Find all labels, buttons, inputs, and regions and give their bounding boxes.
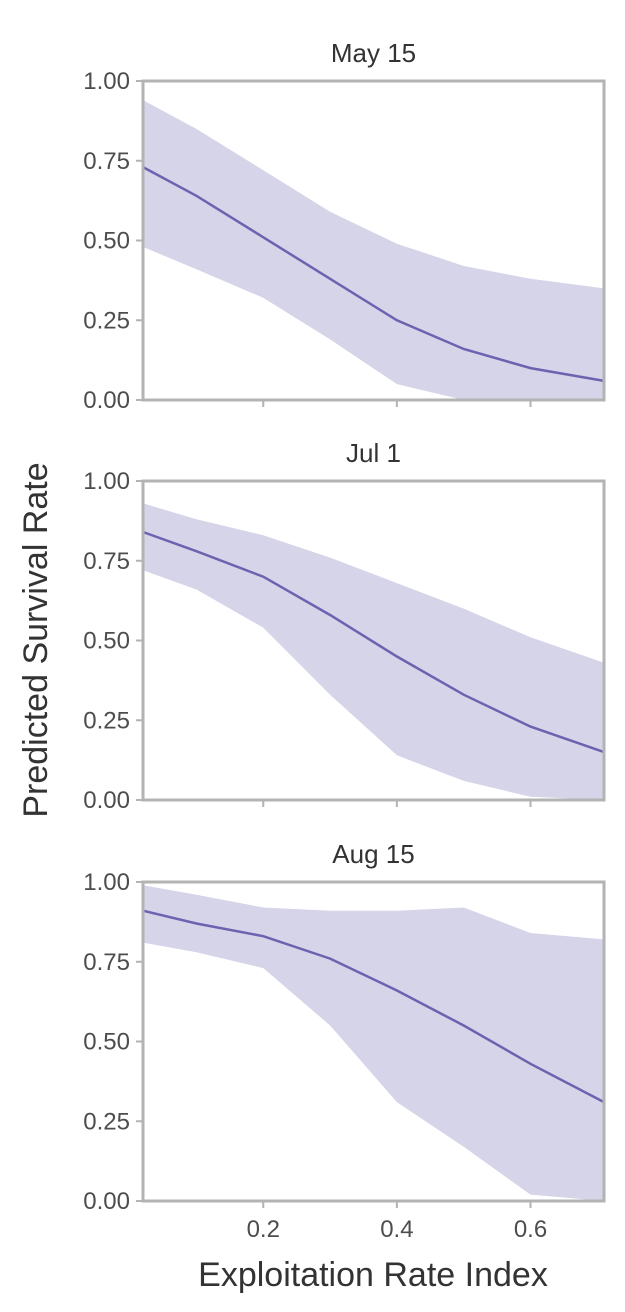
y-tick-label: 1.00 xyxy=(83,468,130,495)
y-tick-label: 0.50 xyxy=(83,228,130,255)
y-tick-label: 1.00 xyxy=(83,68,130,95)
panel-title: Aug 15 xyxy=(332,839,414,869)
y-tick-label: 0.00 xyxy=(83,387,130,414)
panel-title: Jul 1 xyxy=(346,438,401,468)
panel-2: Aug 15 0.00 0.25 0.50 0.75 1.00 0.2 0.4 0.6 xyxy=(83,839,606,1243)
mean-line xyxy=(142,165,605,383)
confidence-band xyxy=(143,885,604,1201)
y-tick-label: 0.25 xyxy=(83,1108,130,1135)
y-tick-label: 0.75 xyxy=(83,548,130,575)
y-tick-label: 0.50 xyxy=(83,628,130,655)
y-tick-label: 0.00 xyxy=(83,787,130,814)
mean-line xyxy=(142,530,605,754)
y-axis-title: Predicted Survival Rate xyxy=(17,462,55,817)
panel-title: May 15 xyxy=(331,38,416,68)
y-tick-label: 0.25 xyxy=(83,707,130,734)
y-tick-label: 0.25 xyxy=(83,307,130,334)
x-axis-title: Exploitation Rate Index xyxy=(198,1256,548,1294)
y-tick-label: 0.00 xyxy=(83,1188,130,1215)
confidence-band xyxy=(143,503,604,800)
x-tick-label: 0.2 xyxy=(247,1216,280,1243)
mean-line xyxy=(142,909,605,1104)
x-tick-label: 0.6 xyxy=(514,1216,547,1243)
confidence-band xyxy=(143,100,604,400)
panel-1: Jul 1 0.00 0.25 0.50 0.75 1.00 xyxy=(83,438,606,814)
y-tick-label: 0.50 xyxy=(83,1029,130,1056)
panel-0: May 15 0.00 0.25 0.50 0.75 1.00 xyxy=(83,38,606,414)
y-tick-label: 0.75 xyxy=(83,148,130,175)
panels-layer: May 15 0.00 0.25 0.50 0.75 1.00 Jul 1 0.00 0.25 0… xyxy=(83,38,606,1243)
y-tick-label: 0.75 xyxy=(83,949,130,976)
y-tick-label: 1.00 xyxy=(83,869,130,896)
x-tick-label: 0.4 xyxy=(380,1216,413,1243)
